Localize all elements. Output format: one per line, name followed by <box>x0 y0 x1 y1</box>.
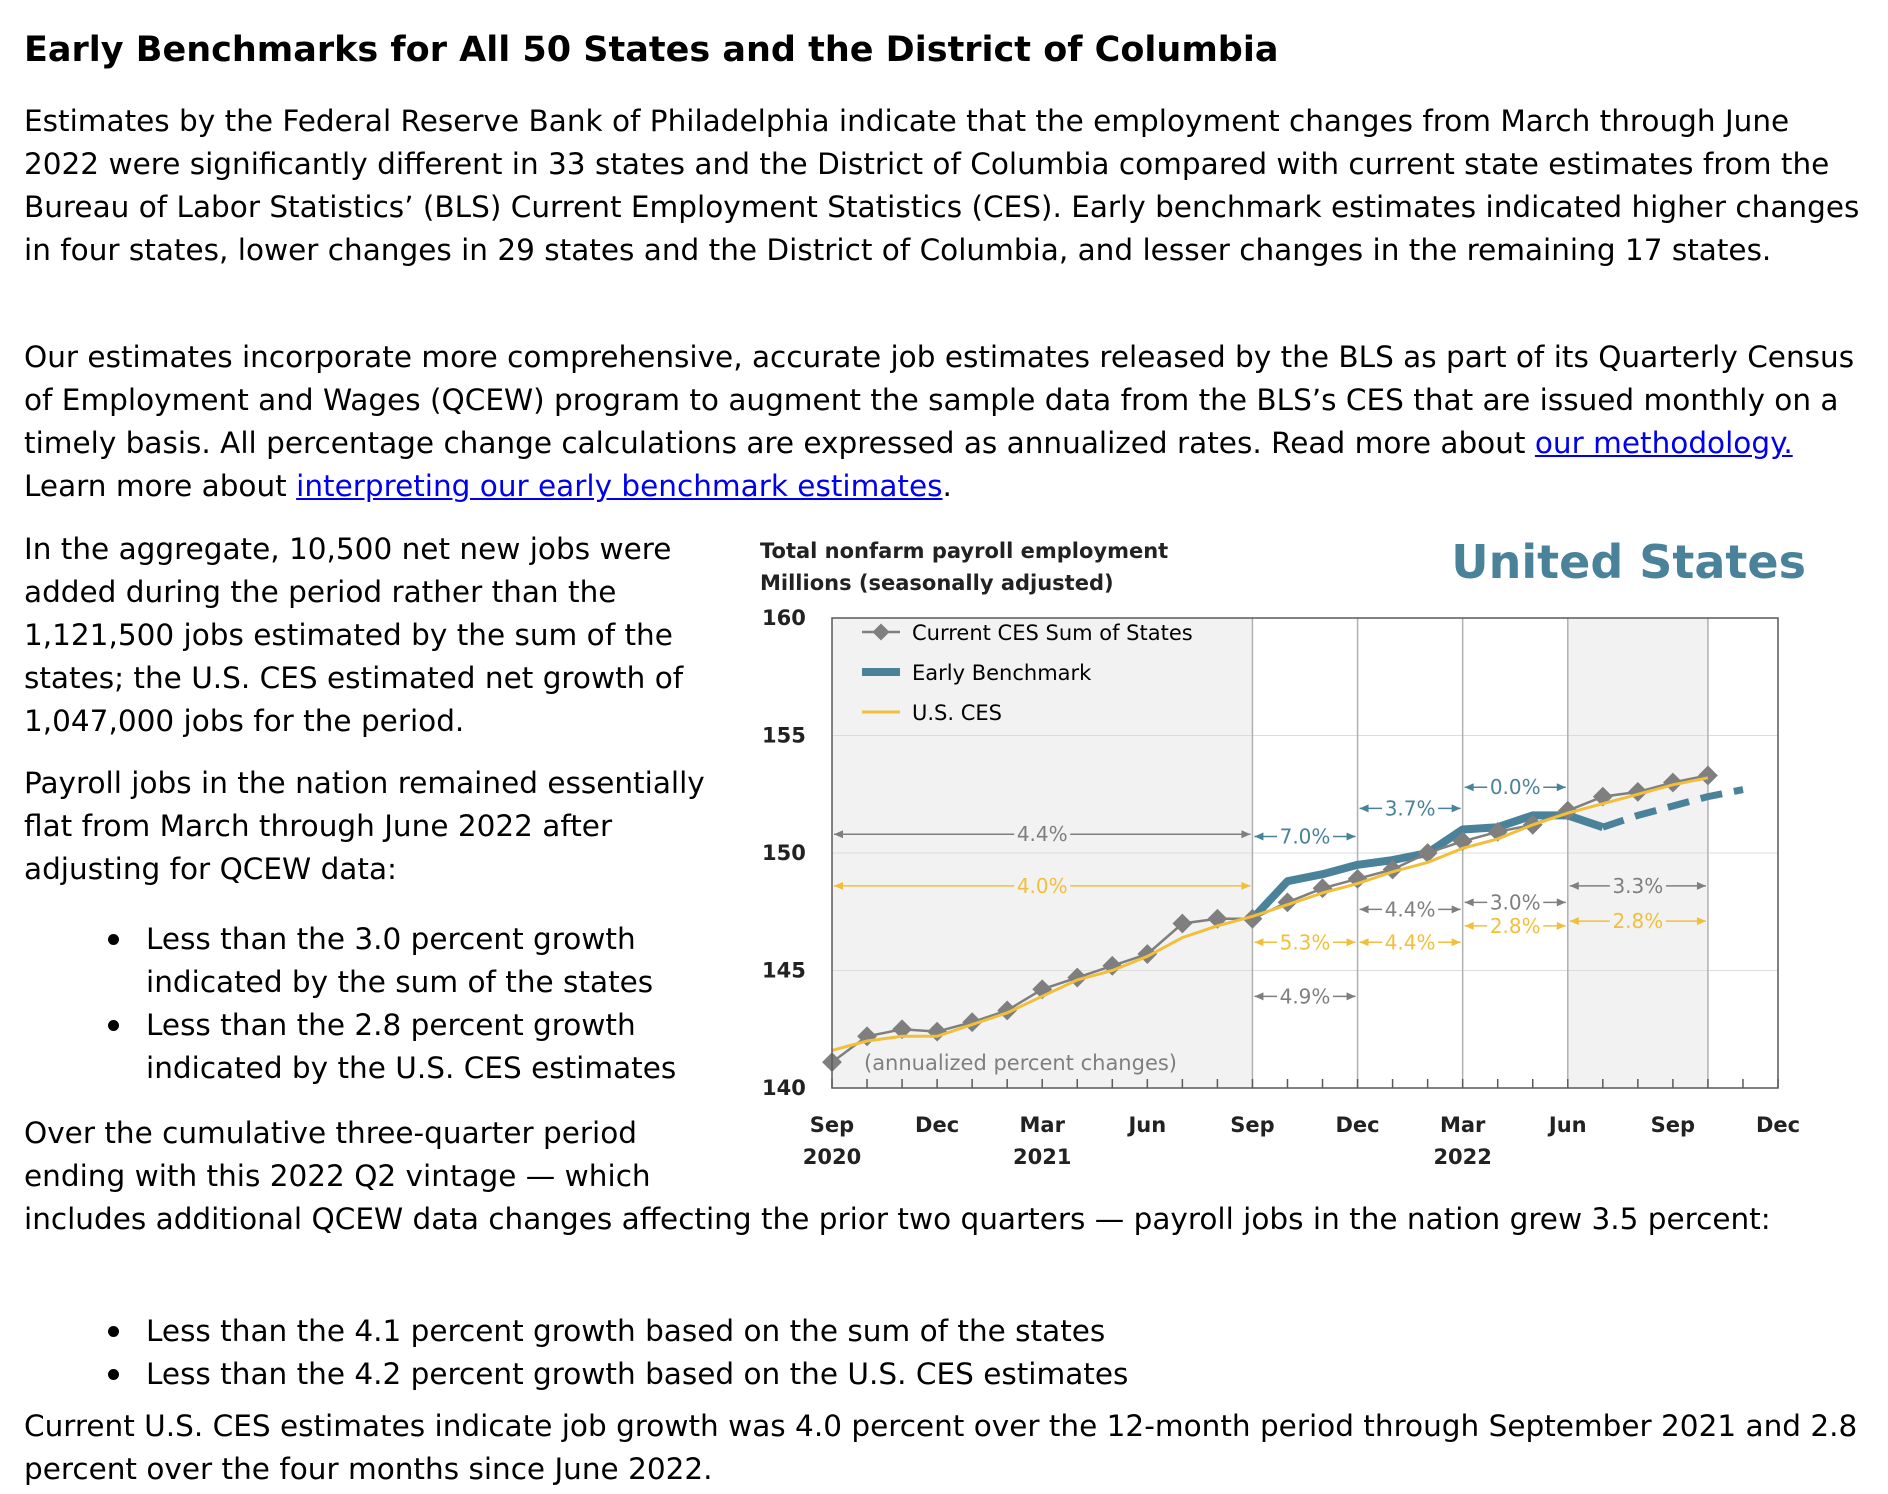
interpreting-link[interactable]: interpreting our early benchmark estimat… <box>296 469 943 503</box>
annotation-arrowhead <box>1451 804 1461 813</box>
x-tick-label: Jun <box>1126 1113 1166 1137</box>
annotation-arrowhead <box>1464 783 1474 792</box>
annotation-arrowhead <box>1451 938 1461 947</box>
sum-states-point <box>1172 913 1193 934</box>
annotation-arrowhead <box>1556 921 1566 930</box>
chart-legend: Current CES Sum of States Early Benchmar… <box>862 621 1193 725</box>
annotation-label: 4.9% <box>1280 984 1331 1008</box>
annotation-arrowhead <box>1254 832 1264 841</box>
y-tick-label: 145 <box>762 959 806 983</box>
x-tick-year-label: 2022 <box>1433 1145 1491 1169</box>
cumulative-paragraph-end: includes additional QCEW data changes af… <box>24 1202 1771 1236</box>
sum-states-point <box>1698 765 1718 786</box>
annotation-arrowhead <box>1556 783 1566 792</box>
legend-label-us-ces: U.S. CES <box>912 701 1002 725</box>
annotation-arrowhead <box>1569 917 1579 926</box>
x-tick-label: Mar <box>1440 1113 1486 1137</box>
annotation-label: 2.8% <box>1612 909 1663 933</box>
intro-paragraph: Estimates by the Federal Reserve Bank of… <box>24 104 1860 267</box>
y-tick-label: 160 <box>762 606 806 630</box>
annotation-label: 4.0% <box>1017 874 1068 898</box>
payroll-employment-chart: 4.4% 4.0% 7.0% 3.7% 0.0% 4.4% 3.0% 3.3% 5.3% 4.4%… <box>760 535 1806 1169</box>
annotation-arrowhead <box>1346 832 1356 841</box>
list-item: Less than the 4.2 percent growth based o… <box>24 1353 1624 1396</box>
legend-marker-sum-states <box>872 623 890 641</box>
list-item: Less than the 3.0 percent growth indicat… <box>24 918 724 1004</box>
annotation-arrowhead <box>1241 830 1251 839</box>
annotation-label: 3.3% <box>1612 874 1663 898</box>
x-tick-label: Sep <box>1230 1113 1274 1137</box>
annotation-label: 3.0% <box>1490 890 1541 914</box>
annotation-label: 7.0% <box>1280 825 1331 849</box>
x-tick-label: Dec <box>1335 1113 1379 1137</box>
cumulative-bullet-list: Less than the 4.1 percent growth based o… <box>24 1310 1624 1396</box>
chart-note: (annualized percent changes) <box>864 1051 1177 1075</box>
cumulative-paragraph-start: Over the cumulative three-quarter period… <box>24 1116 651 1193</box>
payroll-paragraph: Payroll jobs in the nation remained esse… <box>24 766 705 886</box>
methodology-text: Our estimates incorporate more comprehen… <box>24 340 1855 460</box>
us-ces-line <box>831 776 1709 1052</box>
annotation-arrowhead <box>1359 938 1369 947</box>
closing-paragraph: Current U.S. CES estimates indicate job … <box>24 1409 1858 1486</box>
x-tick-year-label: 2020 <box>803 1145 861 1169</box>
period-text: . <box>942 469 952 503</box>
annotation-arrowhead <box>1696 917 1706 926</box>
annotation-arrowhead <box>1254 992 1264 1001</box>
methodology-paragraph: Our estimates incorporate more comprehen… <box>24 336 1864 508</box>
annotation-arrowhead <box>834 830 843 839</box>
x-tick-year-label: 2021 <box>1013 1145 1071 1169</box>
legend-label-benchmark: Early Benchmark <box>912 661 1092 685</box>
annotation-label: 0.0% <box>1490 775 1541 799</box>
sum-states-point <box>1417 843 1438 863</box>
annotation-label: 5.3% <box>1280 930 1331 954</box>
annotation-label: 4.4% <box>1017 822 1068 846</box>
annotation-arrowhead <box>1569 881 1579 890</box>
x-tick-label: Sep <box>1651 1113 1695 1137</box>
y-tick-label: 140 <box>762 1076 806 1100</box>
legend-label-sum-states: Current CES Sum of States <box>912 621 1193 645</box>
annotation-label: 3.7% <box>1385 796 1436 820</box>
annotation-arrowhead <box>1451 905 1461 914</box>
x-tick-label: Dec <box>1756 1113 1800 1137</box>
annotation-label: 4.4% <box>1385 897 1436 921</box>
x-tick-label: Mar <box>1020 1113 1066 1137</box>
growth-bullet-list: Less than the 3.0 percent growth indicat… <box>24 918 724 1090</box>
plot-border <box>831 617 1779 1089</box>
annotation-arrowhead <box>1254 938 1264 947</box>
x-tick-label: Sep <box>810 1113 854 1137</box>
annotation-arrowhead <box>1556 898 1566 907</box>
methodology-link[interactable]: our methodology. <box>1534 426 1793 460</box>
annotation-arrowhead <box>1464 898 1474 907</box>
list-item: Less than the 4.1 percent growth based o… <box>24 1310 1624 1353</box>
chart-subtitle-line1: Total nonfarm payroll employment <box>760 539 1168 563</box>
page-title: Early Benchmarks for All 50 States and t… <box>24 30 1279 70</box>
benchmark-projection-line <box>1601 786 1744 831</box>
sum-states-point <box>892 1019 912 1040</box>
annotation-arrowhead <box>1241 881 1251 890</box>
annotation-arrowhead <box>1464 921 1474 930</box>
annotation-label: 4.4% <box>1385 930 1436 954</box>
annotation-label: 2.8% <box>1490 914 1541 938</box>
annotation-arrowhead <box>834 881 843 890</box>
aggregate-paragraph: In the aggregate, 10,500 net new jobs we… <box>24 532 684 738</box>
y-tick-label: 155 <box>762 724 806 748</box>
annotation-arrowhead <box>1359 804 1369 813</box>
learn-more-text: Learn more about <box>24 469 297 503</box>
y-tick-label: 150 <box>762 841 806 865</box>
annotation-arrowhead <box>1696 881 1706 890</box>
annotation-arrowhead <box>1359 905 1369 914</box>
annotation-arrowhead <box>1346 992 1356 1001</box>
list-item: Less than the 2.8 percent growth indicat… <box>24 1004 724 1090</box>
x-tick-label: Jun <box>1547 1113 1587 1137</box>
annotation-arrowhead <box>1346 938 1356 947</box>
chart-subtitle-line2: Millions (seasonally adjusted) <box>760 571 1114 595</box>
chart-title: United States <box>1451 535 1806 589</box>
x-tick-label: Dec <box>915 1113 959 1137</box>
